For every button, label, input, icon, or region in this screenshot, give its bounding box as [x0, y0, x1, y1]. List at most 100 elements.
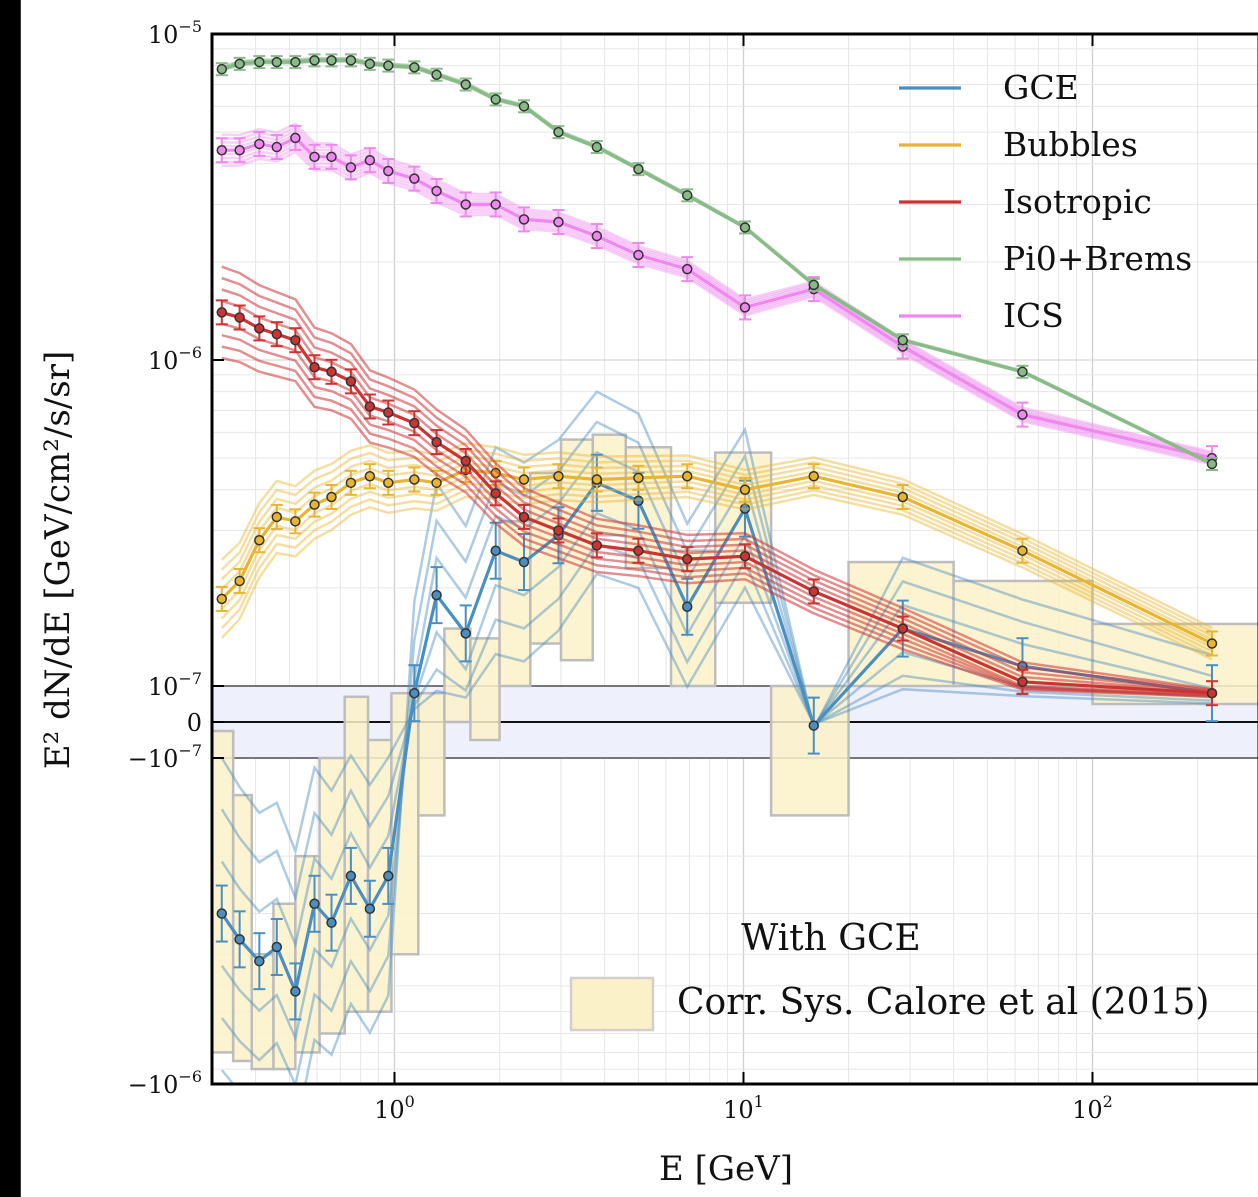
data-point — [364, 470, 376, 482]
x-tick-label: 100 — [374, 1092, 415, 1124]
data-point — [364, 154, 376, 166]
axis-titles: E [GeV] E² dN/dE [GeV/cm²/s/sr] — [38, 351, 793, 1189]
y-tick-label: 10−5 — [148, 17, 202, 49]
data-point — [490, 199, 501, 210]
series-ics — [215, 122, 1218, 472]
data-point — [808, 586, 820, 597]
data-point — [290, 334, 301, 346]
data-point — [290, 516, 301, 527]
data-point — [681, 190, 693, 201]
series-variant-line — [220, 493, 1213, 661]
data-point — [633, 249, 644, 261]
data-point — [739, 484, 751, 495]
data-point — [254, 138, 265, 150]
data-point — [633, 545, 644, 556]
systematics-legend-swatch — [569, 976, 655, 1032]
data-point — [345, 162, 357, 173]
data-point — [216, 63, 228, 75]
series-pi0-brems — [215, 53, 1218, 471]
data-point — [460, 628, 471, 639]
y-tick-label: −10−6 — [128, 1067, 202, 1099]
y-axis-title: E² dN/dE [GeV/cm²/s/sr] — [38, 351, 78, 769]
data-point — [553, 470, 564, 482]
series-lines — [215, 53, 1218, 1084]
systematics-box — [769, 684, 850, 817]
data-point — [216, 593, 228, 605]
data-point — [591, 540, 603, 551]
data-point — [345, 870, 357, 882]
data-point — [309, 151, 320, 163]
data-point — [234, 934, 245, 945]
data-point — [271, 941, 283, 953]
data-point — [460, 455, 471, 467]
data-point — [553, 216, 564, 228]
data-point — [234, 58, 245, 70]
series-variant-line — [220, 390, 1213, 1084]
data-point — [326, 55, 337, 66]
data-point — [897, 491, 909, 503]
data-point — [254, 323, 265, 334]
data-point — [326, 366, 337, 378]
data-point — [431, 69, 442, 80]
data-point — [633, 495, 644, 507]
data-point — [681, 553, 693, 565]
data-point — [681, 601, 693, 613]
data-point — [490, 545, 501, 556]
data-point — [290, 986, 301, 997]
series-isotropic — [215, 265, 1218, 707]
series-variant-line — [220, 441, 1213, 630]
data-point — [409, 173, 420, 184]
legend-label: ICS — [1003, 296, 1064, 335]
data-point — [808, 470, 820, 482]
data-point — [234, 144, 245, 156]
data-point — [383, 407, 394, 418]
data-point — [364, 58, 376, 70]
data-point — [345, 55, 357, 66]
data-point — [431, 477, 442, 489]
data-point — [383, 477, 394, 489]
data-point — [254, 56, 265, 68]
data-point — [309, 362, 320, 373]
legend-label: Pi0+Brems — [1003, 239, 1192, 278]
data-point — [553, 126, 564, 138]
data-point — [490, 94, 501, 105]
series-variant-line — [220, 448, 1213, 633]
x-axis-title: E [GeV] — [659, 1149, 793, 1189]
data-point — [364, 903, 376, 914]
data-point — [518, 511, 530, 523]
series-variant-line — [220, 420, 1213, 1084]
series-variant-line — [220, 482, 1213, 653]
legend-label: GCE — [1003, 68, 1079, 107]
systematics-legend-label: Corr. Sys. Calore et al (2015) — [677, 982, 1209, 1023]
annotations: With GCE Corr. Sys. Calore et al (2015) — [569, 918, 1209, 1032]
series-variant-line — [220, 461, 1213, 641]
data-point — [409, 687, 420, 699]
data-point — [271, 511, 283, 523]
x-tick-label: 102 — [1072, 1092, 1113, 1124]
y-tick-label: 10−7 — [148, 669, 202, 701]
legend-label: Bubbles — [1003, 125, 1138, 164]
data-point — [345, 376, 357, 387]
data-point — [897, 334, 909, 346]
data-point — [309, 499, 320, 510]
data-point — [326, 491, 337, 503]
data-point — [1017, 366, 1028, 378]
data-point — [431, 589, 442, 601]
data-point — [326, 151, 337, 163]
chart-svg: 100 101 102 10−5 10−6 10−7 0 −10−7 −10−6 GCE Bubb… — [38, 17, 1258, 1189]
systematics-box — [318, 756, 346, 1035]
series-variant-line — [221, 125, 1213, 455]
y-tick-label: 0 — [187, 709, 202, 737]
data-point — [290, 132, 301, 144]
series-variant-line — [221, 150, 1213, 466]
systematics-box — [343, 695, 370, 1013]
series-variant-line — [221, 345, 1213, 698]
data-point — [518, 556, 530, 568]
series-variant-line — [221, 333, 1213, 697]
data-point — [309, 898, 320, 910]
data-point — [460, 199, 471, 210]
data-point — [739, 551, 751, 562]
series-variant-line — [221, 129, 1213, 457]
data-point — [216, 144, 228, 156]
data-point — [518, 214, 530, 225]
